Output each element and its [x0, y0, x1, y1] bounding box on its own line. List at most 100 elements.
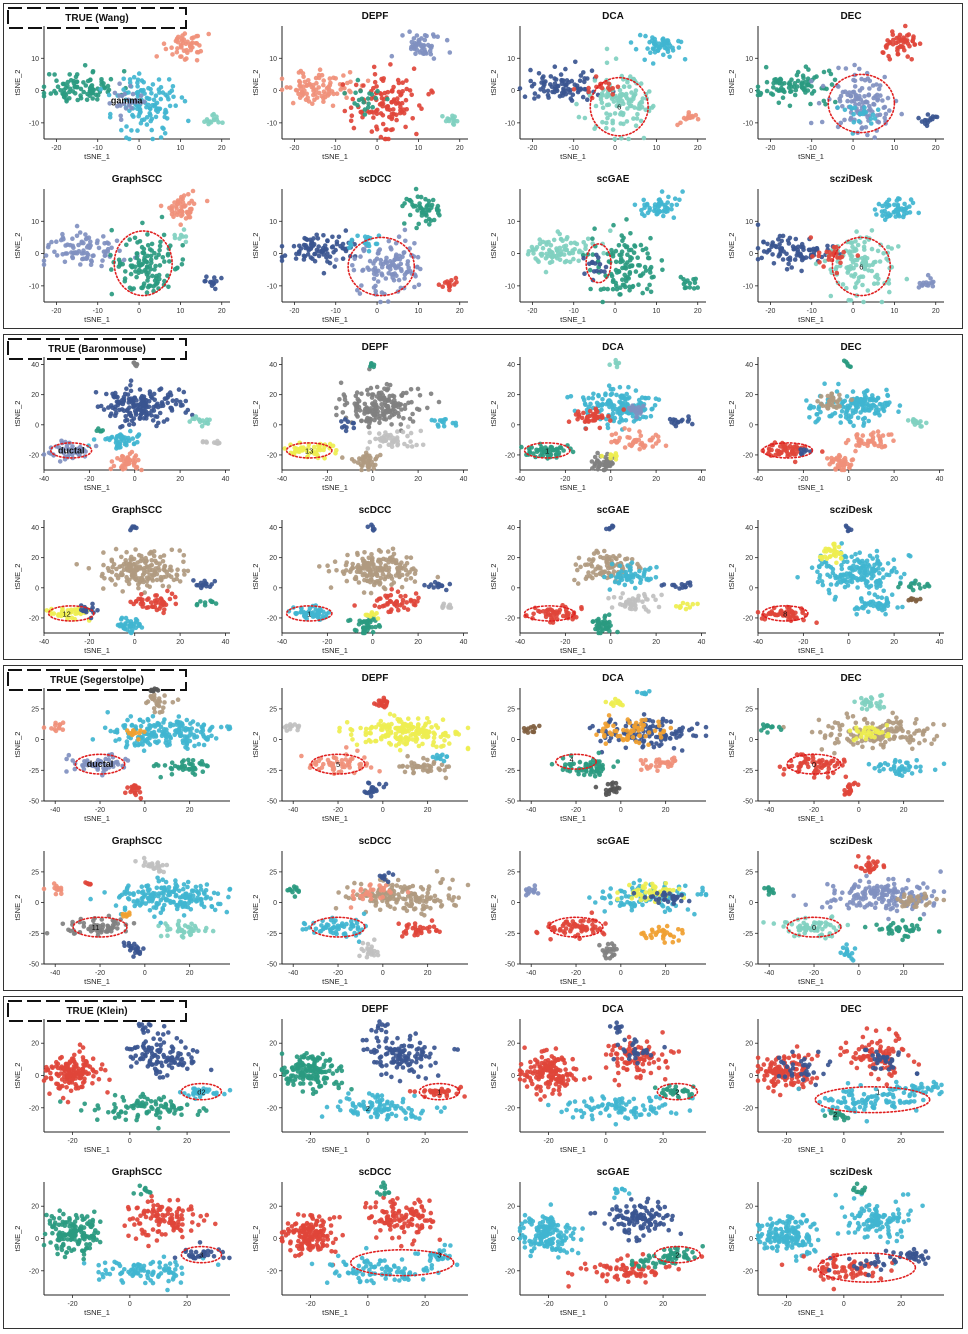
y-axis-label: tSNE_2 [13, 401, 22, 427]
y-tick-label: -20 [29, 615, 39, 622]
data-point-yellow [73, 611, 78, 617]
data-point-salmon [302, 79, 308, 85]
data-point-salmon [300, 71, 306, 76]
data-point-mint [604, 102, 610, 108]
data-point-lightblue [132, 621, 137, 627]
data-point-salmon [132, 455, 137, 460]
data-point-teal [627, 270, 633, 275]
data-point-salmon [609, 439, 614, 445]
y-tick-label: 10 [507, 219, 515, 226]
data-point-navy [117, 407, 122, 413]
data-point-teal [648, 235, 653, 241]
data-point-red [371, 115, 376, 120]
data-point-lightblue [651, 40, 657, 45]
data-point-lightblue [646, 567, 652, 572]
point-layer [519, 357, 695, 473]
data-point-lightblue [607, 404, 612, 410]
data-point-lightblue [669, 206, 674, 212]
data-point-lightblue [646, 395, 651, 401]
data-point-teal [755, 84, 761, 90]
data-point-mint [598, 97, 604, 102]
data-point-periwinkle [393, 240, 399, 246]
data-point-navy [141, 402, 146, 407]
data-point-red [340, 82, 346, 87]
data-point-gray [341, 392, 347, 397]
data-point-navy [577, 78, 583, 83]
data-point-teal [616, 243, 622, 248]
data-point-lightblue [108, 111, 113, 117]
data-point-salmon [324, 86, 330, 91]
data-point-red [348, 105, 354, 110]
data-point-periwinkle [421, 51, 427, 56]
data-point-tan [572, 577, 577, 583]
data-point-periwinkle [57, 459, 63, 464]
data-point-periwinkle [397, 253, 402, 259]
data-point-navy [339, 419, 344, 424]
data-point-red [154, 593, 159, 598]
data-point-salmon [178, 222, 183, 227]
data-point-red [566, 419, 572, 424]
data-point-salmon [334, 91, 340, 96]
data-point-yellow [44, 608, 50, 613]
data-point-tan [343, 568, 349, 573]
data-point-periwinkle [49, 239, 54, 245]
data-point-tan [371, 582, 377, 588]
data-point-lightblue [864, 401, 870, 407]
data-point-teal [531, 451, 536, 456]
data-point-lightblue [637, 32, 643, 38]
data-point-lightblue [641, 197, 646, 203]
data-point-red [910, 38, 915, 44]
data-point-mint [207, 417, 212, 423]
data-point-lightblue [135, 128, 140, 133]
x-tick-label: -20 [322, 476, 332, 483]
data-point-periwinkle [859, 76, 864, 82]
data-point-yellow [60, 608, 65, 613]
data-point-tan [387, 555, 393, 561]
data-point-lightgray [408, 430, 414, 436]
data-point-teal [90, 69, 96, 74]
data-point-lightblue [617, 419, 622, 425]
data-point-salmon [853, 448, 858, 454]
data-point-mint [543, 269, 549, 275]
data-point-teal [416, 221, 421, 227]
data-point-salmon [331, 91, 336, 97]
data-point-lightblue [612, 579, 618, 585]
data-point-tan [378, 549, 383, 554]
data-point-gray [398, 422, 404, 427]
data-point-teal [609, 271, 614, 277]
data-point-teal [637, 263, 642, 268]
data-point-lightblue [118, 617, 124, 622]
data-point-teal [431, 217, 437, 223]
data-point-red [826, 257, 831, 262]
data-point-navy [602, 269, 607, 274]
data-point-lightblue [153, 93, 159, 98]
data-point-teal [365, 628, 370, 633]
data-point-gray [592, 454, 598, 460]
data-point-mint [918, 424, 923, 429]
x-tick-label: 10 [415, 308, 423, 315]
data-point-lightblue [834, 389, 840, 394]
data-point-tan [370, 562, 375, 568]
data-point-red [173, 601, 179, 607]
data-point-tan [132, 566, 137, 572]
data-point-lightblue [633, 388, 639, 393]
data-point-tan [120, 589, 125, 594]
data-point-teal [342, 91, 347, 96]
data-point-teal [153, 276, 159, 281]
data-point-salmon [327, 83, 333, 88]
data-point-navy [796, 244, 801, 250]
data-point-tan [818, 394, 824, 399]
data-point-mint [869, 268, 875, 274]
data-point-tan [109, 558, 115, 564]
data-point-teal [787, 103, 793, 109]
data-point-lightblue [619, 393, 624, 398]
data-point-red [350, 96, 356, 102]
data-point-teal [67, 89, 72, 95]
data-point-red [909, 57, 914, 62]
data-point-navy [784, 267, 790, 272]
data-point-teal [534, 447, 539, 453]
data-point-red [597, 425, 603, 431]
data-point-gray [342, 402, 348, 408]
data-point-red [895, 51, 901, 57]
data-point-lightblue [313, 607, 319, 612]
